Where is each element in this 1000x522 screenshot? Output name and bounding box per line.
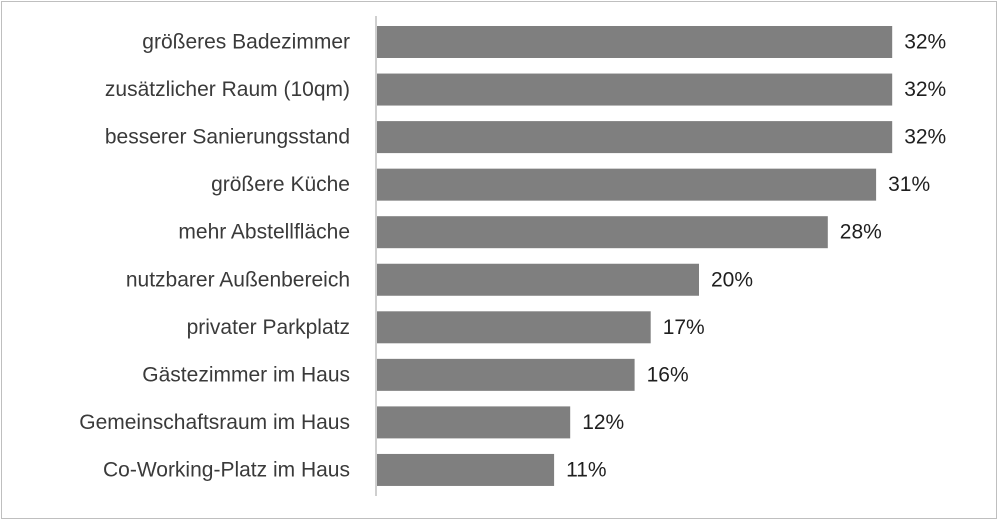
category-label-10: Co-Working-Platz im Haus <box>103 458 350 481</box>
bars-group <box>377 26 893 486</box>
category-label-2: zusätzlicher Raum (10qm) <box>105 78 350 101</box>
value-label-5: 28% <box>840 221 882 244</box>
category-label-4: größere Küche <box>211 173 350 196</box>
value-label-10: 11% <box>566 458 606 481</box>
category-label-5: mehr Abstellfläche <box>178 221 350 244</box>
bar-3 <box>377 121 893 154</box>
value-label-9: 12% <box>582 411 624 434</box>
value-label-4: 31% <box>888 173 930 196</box>
value-label-2: 32% <box>904 78 946 101</box>
bar-4 <box>377 168 877 201</box>
value-label-1: 32% <box>904 31 946 54</box>
bar-2 <box>377 73 893 106</box>
category-label-3: besserer Sanierungsstand <box>105 126 350 149</box>
value-labels: 32% 32% 32% 31% 28% 20% 17% 16% 12% 11% <box>566 31 946 482</box>
bar-1 <box>377 26 893 58</box>
value-label-8: 16% <box>647 363 689 386</box>
bar-6 <box>377 263 699 296</box>
value-label-3: 32% <box>904 126 946 149</box>
bar-10 <box>377 453 555 486</box>
value-label-6: 20% <box>711 268 753 291</box>
category-label-6: nutzbarer Außenbereich <box>126 268 350 291</box>
category-label-1: größeres Badezimmer <box>142 31 350 54</box>
bar-9 <box>377 406 571 439</box>
category-labels: größeres Badezimmer zusätzlicher Raum (10… <box>79 31 350 482</box>
category-label-9: Gemeinschaftsraum im Haus <box>79 411 350 434</box>
category-label-8: Gästezimmer im Haus <box>142 363 350 386</box>
bar-7 <box>377 311 651 344</box>
bar-5 <box>377 216 828 249</box>
value-label-7: 17% <box>663 316 705 339</box>
bar-8 <box>377 358 635 391</box>
category-label-7: privater Parkplatz <box>187 316 350 339</box>
